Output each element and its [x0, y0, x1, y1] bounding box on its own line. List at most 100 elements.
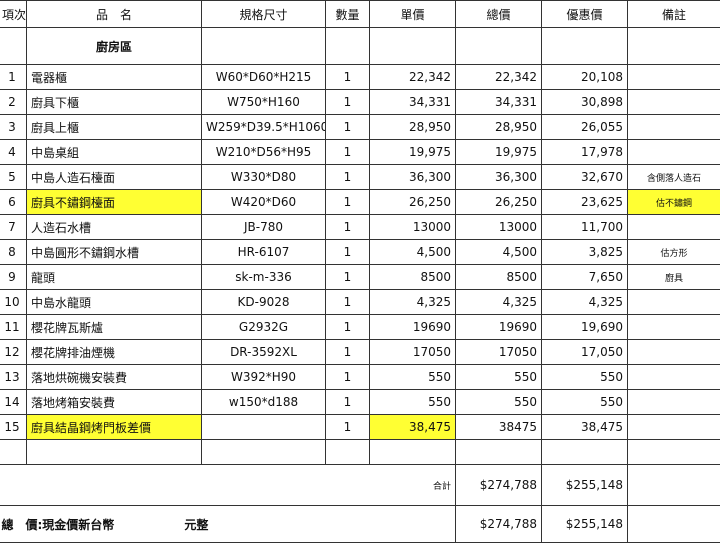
item-unit-price: 34,331 [370, 90, 456, 115]
item-note: 估不鏽鋼 [628, 190, 720, 215]
item-discount-price: 19,690 [542, 315, 628, 340]
header-item-no: 項次 [0, 1, 27, 28]
section-row: 廚房區 [0, 28, 720, 65]
item-no: 13 [0, 365, 27, 390]
item-total-price: 34,331 [456, 90, 542, 115]
item-name: 龍頭 [27, 265, 202, 290]
item-no: 3 [0, 115, 27, 140]
item-qty: 1 [326, 390, 370, 415]
item-spec: HR-6107 [202, 240, 326, 265]
item-name: 廚具不鏽鋼檯面 [27, 190, 202, 215]
grand-total-label: 總 價:現金價新台幣 [2, 516, 115, 533]
item-total-price: 4,325 [456, 290, 542, 315]
item-total-price: 13000 [456, 215, 542, 240]
item-unit-price: 17050 [370, 340, 456, 365]
item-total-price: 26,250 [456, 190, 542, 215]
header-note: 備註 [628, 1, 720, 28]
item-unit-price: 8500 [370, 265, 456, 290]
item-no: 7 [0, 215, 27, 240]
item-note: 含側落人造石 [628, 165, 720, 190]
blank-row [0, 440, 720, 465]
item-name: 中島水龍頭 [27, 290, 202, 315]
item-note [628, 140, 720, 165]
item-name: 櫻花牌瓦斯爐 [27, 315, 202, 340]
item-spec: W392*H90 [202, 365, 326, 390]
item-discount-price: 30,898 [542, 90, 628, 115]
item-qty: 1 [326, 315, 370, 340]
item-discount-price: 3,825 [542, 240, 628, 265]
item-total-price: 17050 [456, 340, 542, 365]
item-total-price: 550 [456, 390, 542, 415]
item-name: 落地烘碗機安裝費 [27, 365, 202, 390]
item-discount-price: 11,700 [542, 215, 628, 240]
item-spec: W60*D60*H215 [202, 65, 326, 90]
item-spec: G2932G [202, 315, 326, 340]
item-unit-price: 22,342 [370, 65, 456, 90]
item-no: 4 [0, 140, 27, 165]
item-qty: 1 [326, 290, 370, 315]
item-no: 1 [0, 65, 27, 90]
item-name: 中島人造石檯面 [27, 165, 202, 190]
item-total-price: 36,300 [456, 165, 542, 190]
subtotal-discount: $255,148 [542, 465, 628, 506]
item-qty: 1 [326, 215, 370, 240]
header-qty: 數量 [326, 1, 370, 28]
item-qty: 1 [326, 240, 370, 265]
item-note [628, 365, 720, 390]
item-spec: KD-9028 [202, 290, 326, 315]
item-unit-price: 4,325 [370, 290, 456, 315]
item-qty: 1 [326, 415, 370, 440]
item-note [628, 115, 720, 140]
item-no: 11 [0, 315, 27, 340]
item-name: 櫻花牌排油煙機 [27, 340, 202, 365]
item-note [628, 340, 720, 365]
item-unit-price: 19690 [370, 315, 456, 340]
item-no: 9 [0, 265, 27, 290]
item-name: 人造石水槽 [27, 215, 202, 240]
item-name: 廚具結晶鋼烤門板差價 [27, 415, 202, 440]
item-total-price: 22,342 [456, 65, 542, 90]
item-total-price: 550 [456, 365, 542, 390]
item-total-price: 38475 [456, 415, 542, 440]
item-note [628, 415, 720, 440]
item-unit-price: 26,250 [370, 190, 456, 215]
item-spec: JB-780 [202, 215, 326, 240]
item-spec: sk-m-336 [202, 265, 326, 290]
item-note: 估方形 [628, 240, 720, 265]
item-spec: W750*H160 [202, 90, 326, 115]
item-discount-price: 20,108 [542, 65, 628, 90]
item-name: 廚具下櫃 [27, 90, 202, 115]
item-spec [202, 415, 326, 440]
item-qty: 1 [326, 165, 370, 190]
item-qty: 1 [326, 65, 370, 90]
item-name: 電器櫃 [27, 65, 202, 90]
item-discount-price: 17,050 [542, 340, 628, 365]
item-qty: 1 [326, 140, 370, 165]
item-unit-price: 38,475 [370, 415, 456, 440]
subtotal-total: $274,788 [456, 465, 542, 506]
item-discount-price: 26,055 [542, 115, 628, 140]
item-note [628, 90, 720, 115]
section-label: 廚房區 [27, 28, 202, 65]
item-qty: 1 [326, 365, 370, 390]
item-qty: 1 [326, 190, 370, 215]
item-note [628, 390, 720, 415]
item-total-price: 8500 [456, 265, 542, 290]
item-no: 10 [0, 290, 27, 315]
item-qty: 1 [326, 265, 370, 290]
item-no: 6 [0, 190, 27, 215]
item-unit-price: 28,950 [370, 115, 456, 140]
item-note [628, 315, 720, 340]
item-name: 中島圓形不鏽鋼水槽 [27, 240, 202, 265]
